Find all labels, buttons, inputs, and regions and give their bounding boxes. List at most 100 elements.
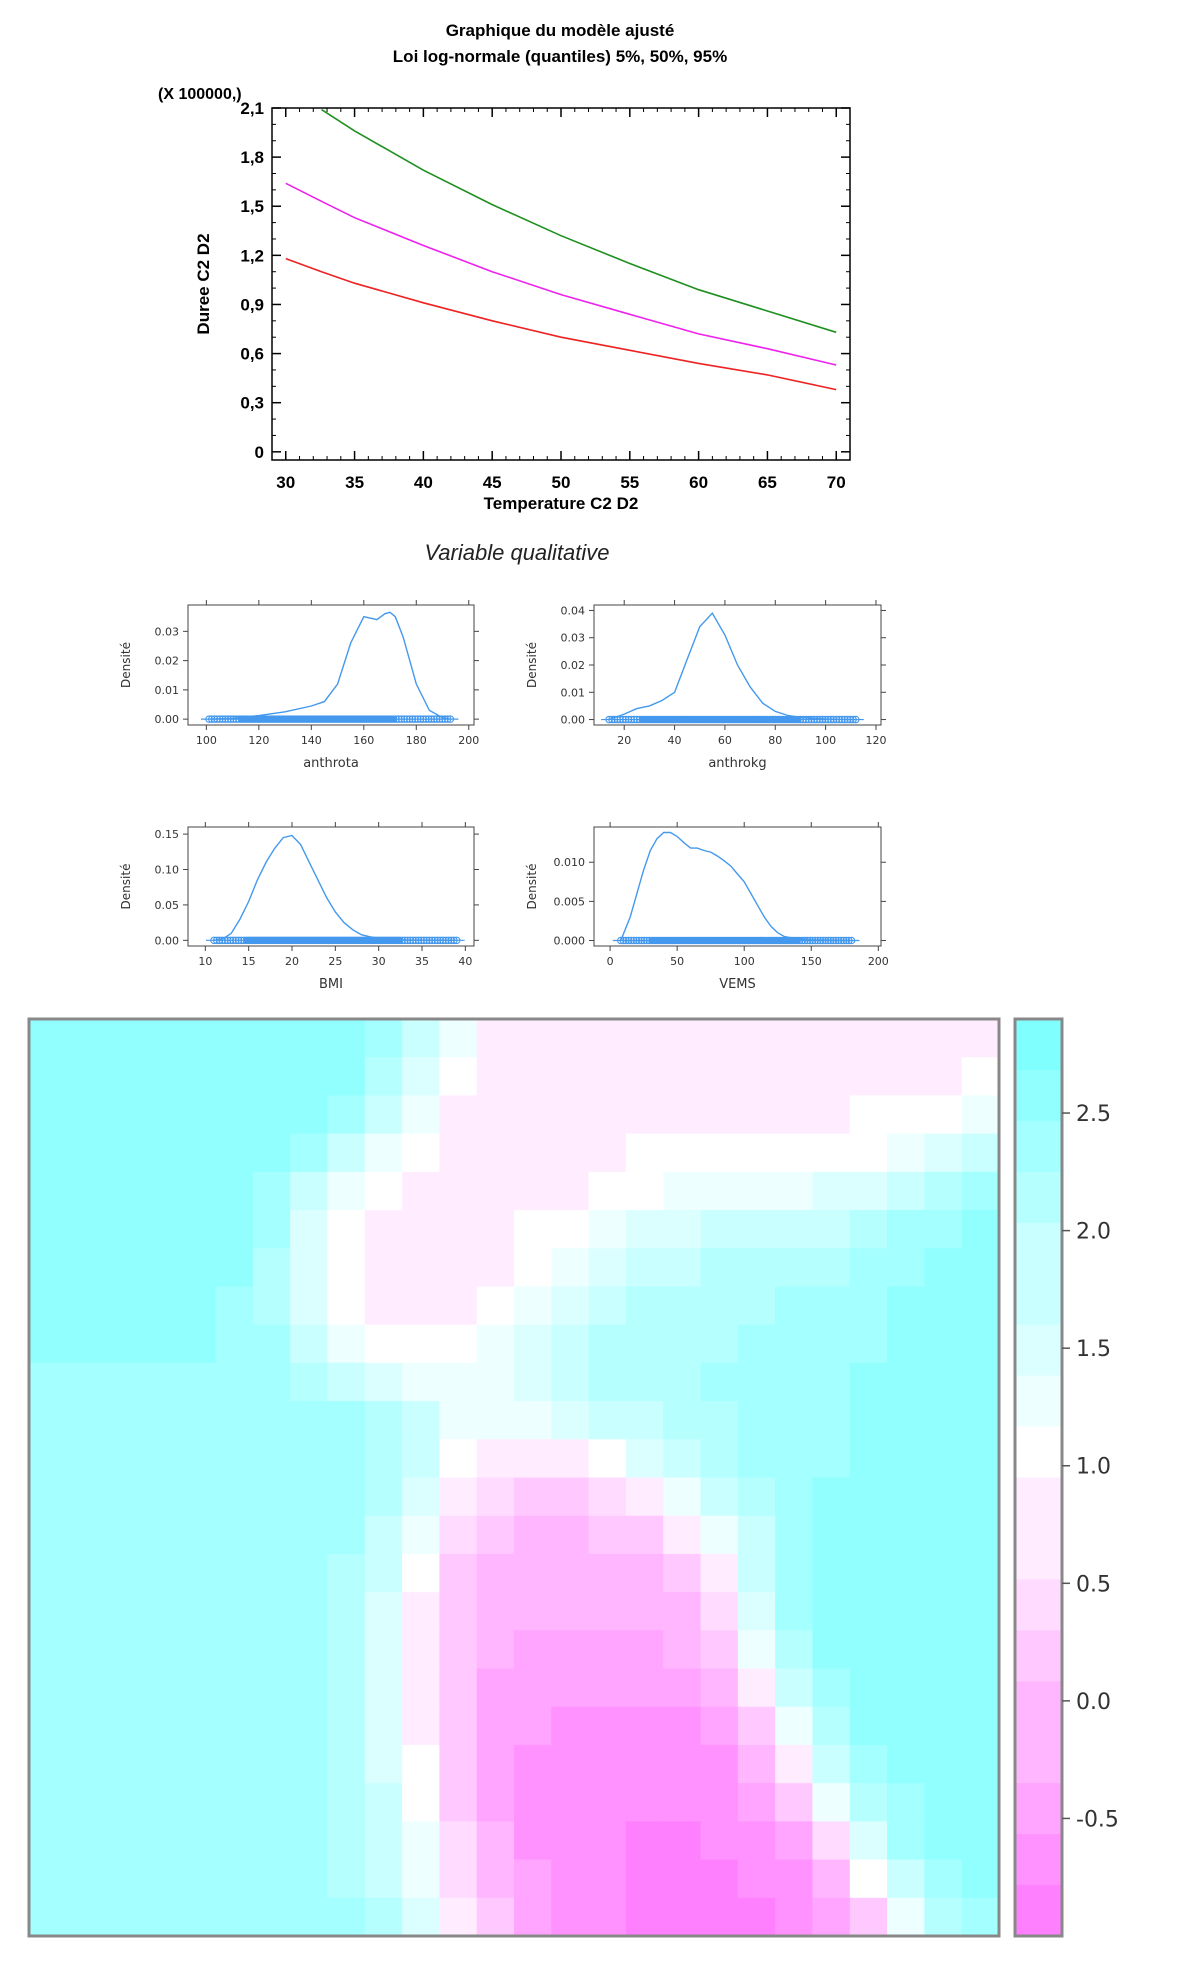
density-x-tick-label: 140 bbox=[301, 734, 322, 747]
heatmap-cell bbox=[178, 1515, 217, 1555]
heatmap-cell bbox=[439, 1324, 478, 1364]
density-rug-point bbox=[430, 715, 438, 723]
heatmap-cell bbox=[327, 1859, 366, 1899]
heatmap-cell bbox=[476, 1897, 515, 1937]
heatmap-cell bbox=[961, 1439, 1000, 1479]
heatmap-cell bbox=[402, 1210, 440, 1249]
heatmap-cell bbox=[327, 1171, 366, 1211]
heatmap-cell bbox=[476, 1553, 515, 1593]
heatmap-cell bbox=[514, 1668, 552, 1708]
density-y-tick-label: 0.02 bbox=[155, 655, 180, 668]
chart1-series-line-95pct bbox=[321, 108, 837, 334]
heatmap-cell bbox=[924, 1248, 963, 1288]
heatmap-cell bbox=[737, 1897, 776, 1937]
density-rug-point bbox=[403, 715, 411, 723]
heatmap-cell bbox=[215, 1401, 254, 1440]
heatmap-cell bbox=[29, 1706, 67, 1746]
density-rug-point bbox=[424, 715, 433, 723]
chart1-y-tick-label: 0,3 bbox=[240, 394, 264, 413]
heatmap-cell bbox=[103, 1859, 142, 1899]
chart1-x-tick-label: 65 bbox=[758, 473, 777, 492]
density-y-tick-label: 0.005 bbox=[554, 895, 586, 908]
heatmap-cell bbox=[700, 1362, 739, 1402]
heatmap-cell bbox=[476, 1477, 515, 1517]
heatmap-cell bbox=[775, 1821, 814, 1861]
colorbar-step bbox=[1015, 1375, 1062, 1428]
colorbar-frame bbox=[1013, 1017, 1064, 1938]
heatmap-cell bbox=[140, 1477, 179, 1517]
heatmap-cell bbox=[402, 1019, 440, 1058]
heatmap-cell bbox=[290, 1210, 329, 1249]
heatmap-cell bbox=[887, 1553, 925, 1593]
heatmap-cell bbox=[663, 1439, 702, 1479]
heatmap-cell bbox=[737, 1592, 776, 1631]
heatmap-cell bbox=[812, 1095, 851, 1135]
heatmap-cell bbox=[551, 1821, 590, 1861]
density-y-tick-label: 0.00 bbox=[155, 934, 180, 947]
density-rug-point bbox=[803, 936, 812, 945]
heatmap-cell bbox=[215, 1133, 254, 1173]
density-x-tick-label: 15 bbox=[242, 955, 256, 968]
heatmap-cell bbox=[252, 1210, 291, 1249]
density-rug-point bbox=[640, 936, 648, 945]
heatmap-cell bbox=[737, 1859, 776, 1899]
heatmap-cell bbox=[812, 1592, 851, 1631]
heatmap-cell bbox=[364, 1286, 403, 1326]
heatmap-cell bbox=[103, 1630, 142, 1670]
density-rug-point bbox=[405, 715, 414, 723]
colorbar-tick-label: -0.5 bbox=[1076, 1807, 1119, 1832]
heatmap-cell bbox=[215, 1668, 254, 1708]
heatmap-cell bbox=[364, 1171, 403, 1211]
heatmap-cell bbox=[551, 1897, 590, 1937]
heatmap-cell bbox=[737, 1019, 776, 1058]
heatmap-cell bbox=[625, 1324, 664, 1364]
heatmap-cell bbox=[700, 1783, 739, 1822]
heatmap-cell bbox=[961, 1515, 1000, 1555]
heatmap-cell bbox=[290, 1133, 329, 1173]
heatmap-cell bbox=[775, 1248, 814, 1288]
heatmap-cell bbox=[290, 1057, 329, 1097]
density-x-tick-label: 20 bbox=[617, 734, 631, 747]
chart1-y-tick-label: 1,8 bbox=[240, 148, 264, 167]
heatmap-cell bbox=[252, 1897, 291, 1937]
heatmap-cell bbox=[551, 1744, 590, 1784]
heatmap-cell bbox=[215, 1897, 254, 1937]
density-rug-point bbox=[443, 715, 452, 723]
density-rug-point bbox=[232, 936, 240, 945]
heatmap-cell bbox=[66, 1286, 105, 1326]
heatmap-cell bbox=[215, 1019, 254, 1058]
heatmap-cell bbox=[290, 1362, 329, 1402]
heatmap-cell bbox=[700, 1859, 739, 1899]
heatmap-cell bbox=[29, 1133, 67, 1173]
heatmap-cell bbox=[439, 1171, 478, 1211]
heatmap-cell bbox=[961, 1706, 1000, 1746]
chart1-y-tick-label: 0,6 bbox=[240, 345, 264, 364]
chart1-x-tick-label: 35 bbox=[345, 473, 364, 492]
heatmap-cell bbox=[215, 1439, 254, 1479]
heatmap-cell bbox=[700, 1210, 739, 1249]
heatmap-cell bbox=[663, 1668, 702, 1708]
heatmap-cell bbox=[140, 1095, 179, 1135]
heatmap-cell bbox=[252, 1515, 291, 1555]
heatmap-cell bbox=[439, 1592, 478, 1631]
density-rug-point bbox=[223, 936, 232, 945]
heatmap-cell bbox=[103, 1783, 142, 1822]
heatmap-cell bbox=[178, 1897, 217, 1937]
heatmap-cell bbox=[737, 1095, 776, 1135]
chart2-title: Variable qualitative bbox=[424, 540, 609, 565]
heatmap-cell bbox=[29, 1171, 67, 1211]
heatmap-cell bbox=[514, 1324, 552, 1364]
heatmap-cell bbox=[514, 1248, 552, 1288]
heatmap-cell bbox=[103, 1897, 142, 1937]
heatmap-cell bbox=[364, 1592, 403, 1631]
heatmap-cell bbox=[961, 1668, 1000, 1708]
heatmap-cell bbox=[402, 1248, 440, 1288]
heatmap-cell bbox=[327, 1095, 366, 1135]
density-x-tick-label: 60 bbox=[718, 734, 732, 747]
colorbar-step bbox=[1015, 1732, 1062, 1784]
heatmap-cell bbox=[29, 1744, 67, 1784]
heatmap-cell bbox=[439, 1286, 478, 1326]
heatmap-cell bbox=[924, 1592, 963, 1631]
heatmap-cell bbox=[849, 1362, 888, 1402]
heatmap-cell bbox=[514, 1171, 552, 1211]
